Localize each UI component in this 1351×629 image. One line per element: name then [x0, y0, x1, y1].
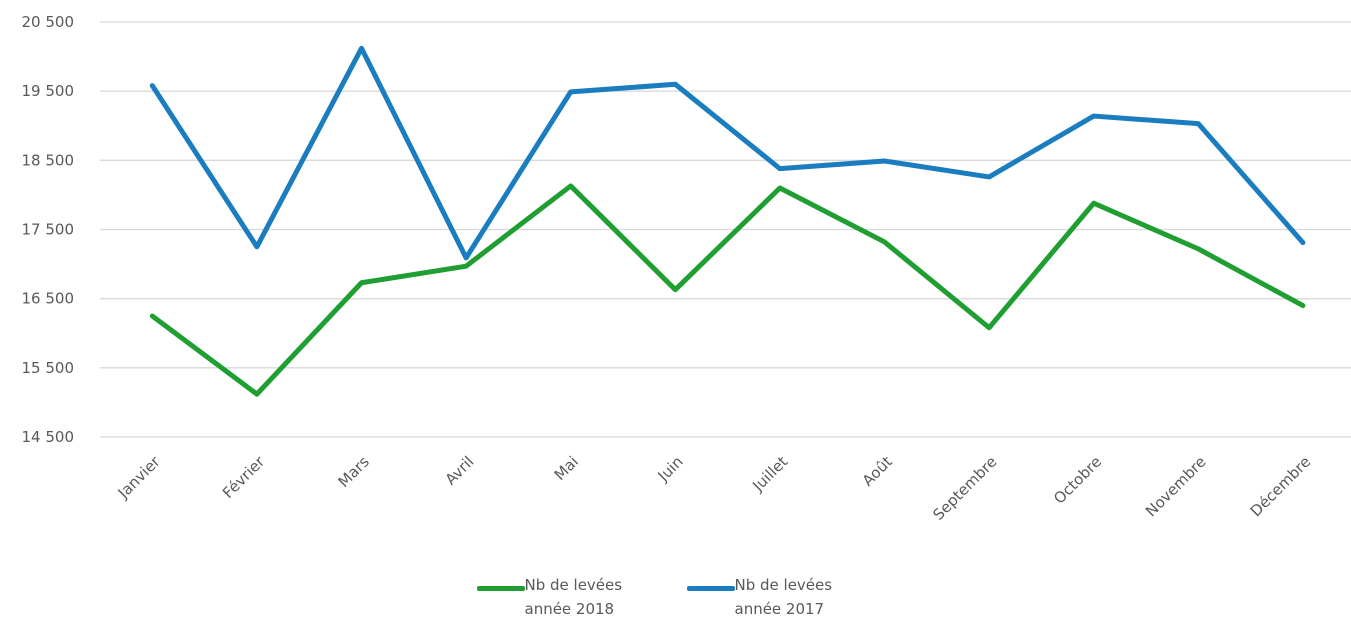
x-tick-label: Février — [219, 452, 269, 502]
x-tick-label: Octobre — [1050, 453, 1105, 508]
x-tick-label: Novembre — [1142, 453, 1210, 521]
y-tick-label: 18 500 — [22, 151, 75, 169]
x-tick-label: Décembre — [1247, 453, 1315, 521]
series-line — [149, 183, 1306, 397]
x-tick-label: Juin — [654, 453, 687, 486]
x-tick-label: Mars — [335, 453, 373, 491]
legend-item: Nb de levées année 2018 — [476, 573, 665, 621]
legend-item: Nb de levées année 2017 — [686, 573, 875, 621]
legend-label: Nb de levées année 2017 — [734, 576, 833, 618]
legend-label: Nb de levées année 2018 — [524, 576, 623, 618]
y-tick-label: 14 500 — [22, 428, 75, 446]
y-tick-label: 16 500 — [22, 290, 75, 308]
legend-swatch — [686, 586, 735, 591]
legend-swatch — [476, 586, 525, 591]
y-tick-label: 20 500 — [22, 13, 75, 31]
series-line — [149, 45, 1306, 261]
x-tick-label: Juillet — [748, 453, 791, 496]
x-tick-label: Août — [859, 453, 896, 490]
y-tick-label: 15 500 — [22, 359, 75, 377]
x-tick-label: Septembre — [929, 453, 1000, 524]
y-tick-label: 19 500 — [22, 82, 75, 100]
legend: Nb de levées année 2018 Nb de levées anné… — [0, 573, 1351, 621]
x-tick-label: Mai — [551, 453, 582, 484]
y-tick-label: 17 500 — [22, 221, 75, 239]
x-tick-label: Avril — [442, 453, 478, 489]
chart: 14 500 15 500 16 500 17 500 18 500 19 500 20 5… — [22, 13, 1351, 524]
x-tick-label: Janvier — [114, 452, 164, 502]
